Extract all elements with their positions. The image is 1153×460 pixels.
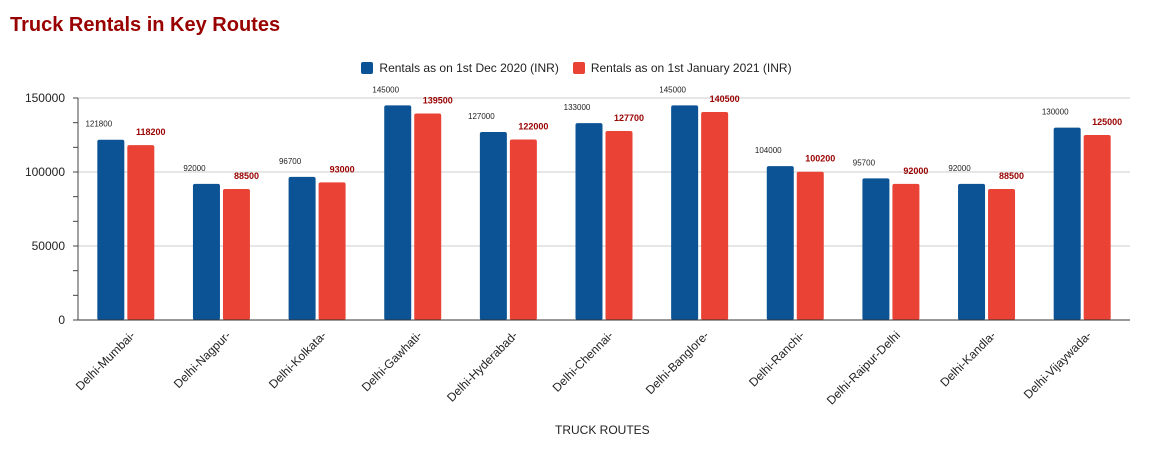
bar-s1-4: [479, 132, 507, 320]
data-label-s2-10: 125000: [1092, 117, 1122, 127]
bar-s1-5: [575, 123, 603, 320]
x-tick-label-10: Delhi-Vijaywada-: [1021, 328, 1094, 401]
x-tick-label-1: Delhi-Nagpur-: [171, 328, 234, 391]
chart-title: Truck Rentals in Key Routes: [10, 14, 281, 36]
legend-item-series-2[interactable]: Rentals as on 1st January 2021 (INR): [572, 61, 792, 75]
bar-s1-0: [97, 139, 125, 320]
x-tick-label-5: Delhi-Chennai-: [550, 328, 617, 395]
data-label-s1-6: 145000: [659, 85, 686, 94]
x-axis-title: TRUCK ROUTES: [555, 423, 650, 437]
bar-s1-3: [384, 105, 412, 321]
bar-s1-6: [671, 105, 699, 321]
bar-s1-2: [288, 176, 316, 320]
data-label-s2-2: 93000: [330, 164, 355, 174]
bar-s2-3: [414, 113, 442, 320]
data-label-s2-5: 127700: [614, 113, 644, 123]
legend-item-series-1[interactable]: Rentals as on 1st Dec 2020 (INR): [361, 61, 559, 75]
legend: Rentals as on 1st Dec 2020 (INR) Rentals…: [0, 61, 1153, 75]
bar-s2-7: [796, 171, 824, 320]
bar-s1-1: [192, 183, 220, 320]
data-label-s1-9: 92000: [948, 164, 971, 173]
y-tick-label-2: 100000: [25, 165, 65, 179]
data-label-s1-2: 96700: [279, 157, 302, 166]
x-tick-label-3: Delhi-Gawhati-: [359, 328, 425, 394]
bar-s2-5: [605, 131, 633, 320]
bar-s1-9: [958, 183, 986, 320]
x-tick-label-0: Delhi-Mumbai-: [73, 328, 138, 393]
bar-s2-10: [1083, 135, 1111, 320]
x-tick-label-9: Delhi-Kandla-: [937, 328, 998, 389]
bar-s2-0: [127, 145, 155, 320]
bar-s1-7: [766, 166, 794, 320]
x-tick-label-4: Delhi-Hyderabad-: [444, 328, 520, 404]
bar-s2-8: [892, 183, 920, 320]
data-label-s1-8: 95700: [853, 158, 876, 167]
bar-s1-8: [862, 178, 890, 320]
bar-s2-2: [318, 182, 346, 320]
data-label-s2-1: 88500: [234, 171, 259, 181]
data-label-s2-0: 118200: [136, 127, 166, 137]
data-label-s2-9: 88500: [999, 171, 1024, 181]
bar-s2-9: [988, 189, 1016, 320]
x-tick-label-7: Delhi-Ranchi-: [746, 328, 807, 389]
data-label-s2-3: 139500: [423, 96, 453, 106]
data-label-s2-4: 122000: [518, 121, 548, 131]
data-label-s2-6: 140500: [710, 94, 740, 104]
y-tick-label-3: 150000: [25, 91, 65, 105]
data-label-s1-4: 127000: [468, 112, 495, 121]
bar-s2-6: [701, 112, 729, 320]
y-tick-label-0: 0: [58, 313, 65, 327]
x-tick-label-8: Delhi-Raipur-Delhi: [824, 328, 903, 407]
data-label-s2-7: 100200: [805, 154, 835, 164]
data-label-s1-5: 133000: [564, 103, 591, 112]
bar-s1-10: [1053, 127, 1081, 320]
legend-label-series-2: Rentals as on 1st January 2021 (INR): [590, 61, 792, 75]
data-label-s1-1: 92000: [183, 164, 206, 173]
bar-s2-1: [222, 189, 250, 320]
data-label-s1-10: 130000: [1042, 108, 1069, 117]
x-tick-label-6: Delhi-Banglore-: [643, 328, 712, 397]
legend-swatch-series-2: [572, 62, 585, 74]
data-label-s1-0: 121800: [85, 120, 112, 129]
data-label-s1-3: 145000: [372, 85, 399, 94]
y-tick-label-1: 50000: [32, 239, 66, 253]
data-label-s1-7: 104000: [755, 146, 782, 155]
bar-s2-4: [509, 139, 537, 320]
x-tick-label-2: Delhi-Kolkata-: [266, 328, 329, 391]
legend-label-series-1: Rentals as on 1st Dec 2020 (INR): [379, 61, 559, 75]
legend-swatch-series-1: [361, 62, 374, 74]
data-label-s2-8: 92000: [903, 166, 928, 176]
